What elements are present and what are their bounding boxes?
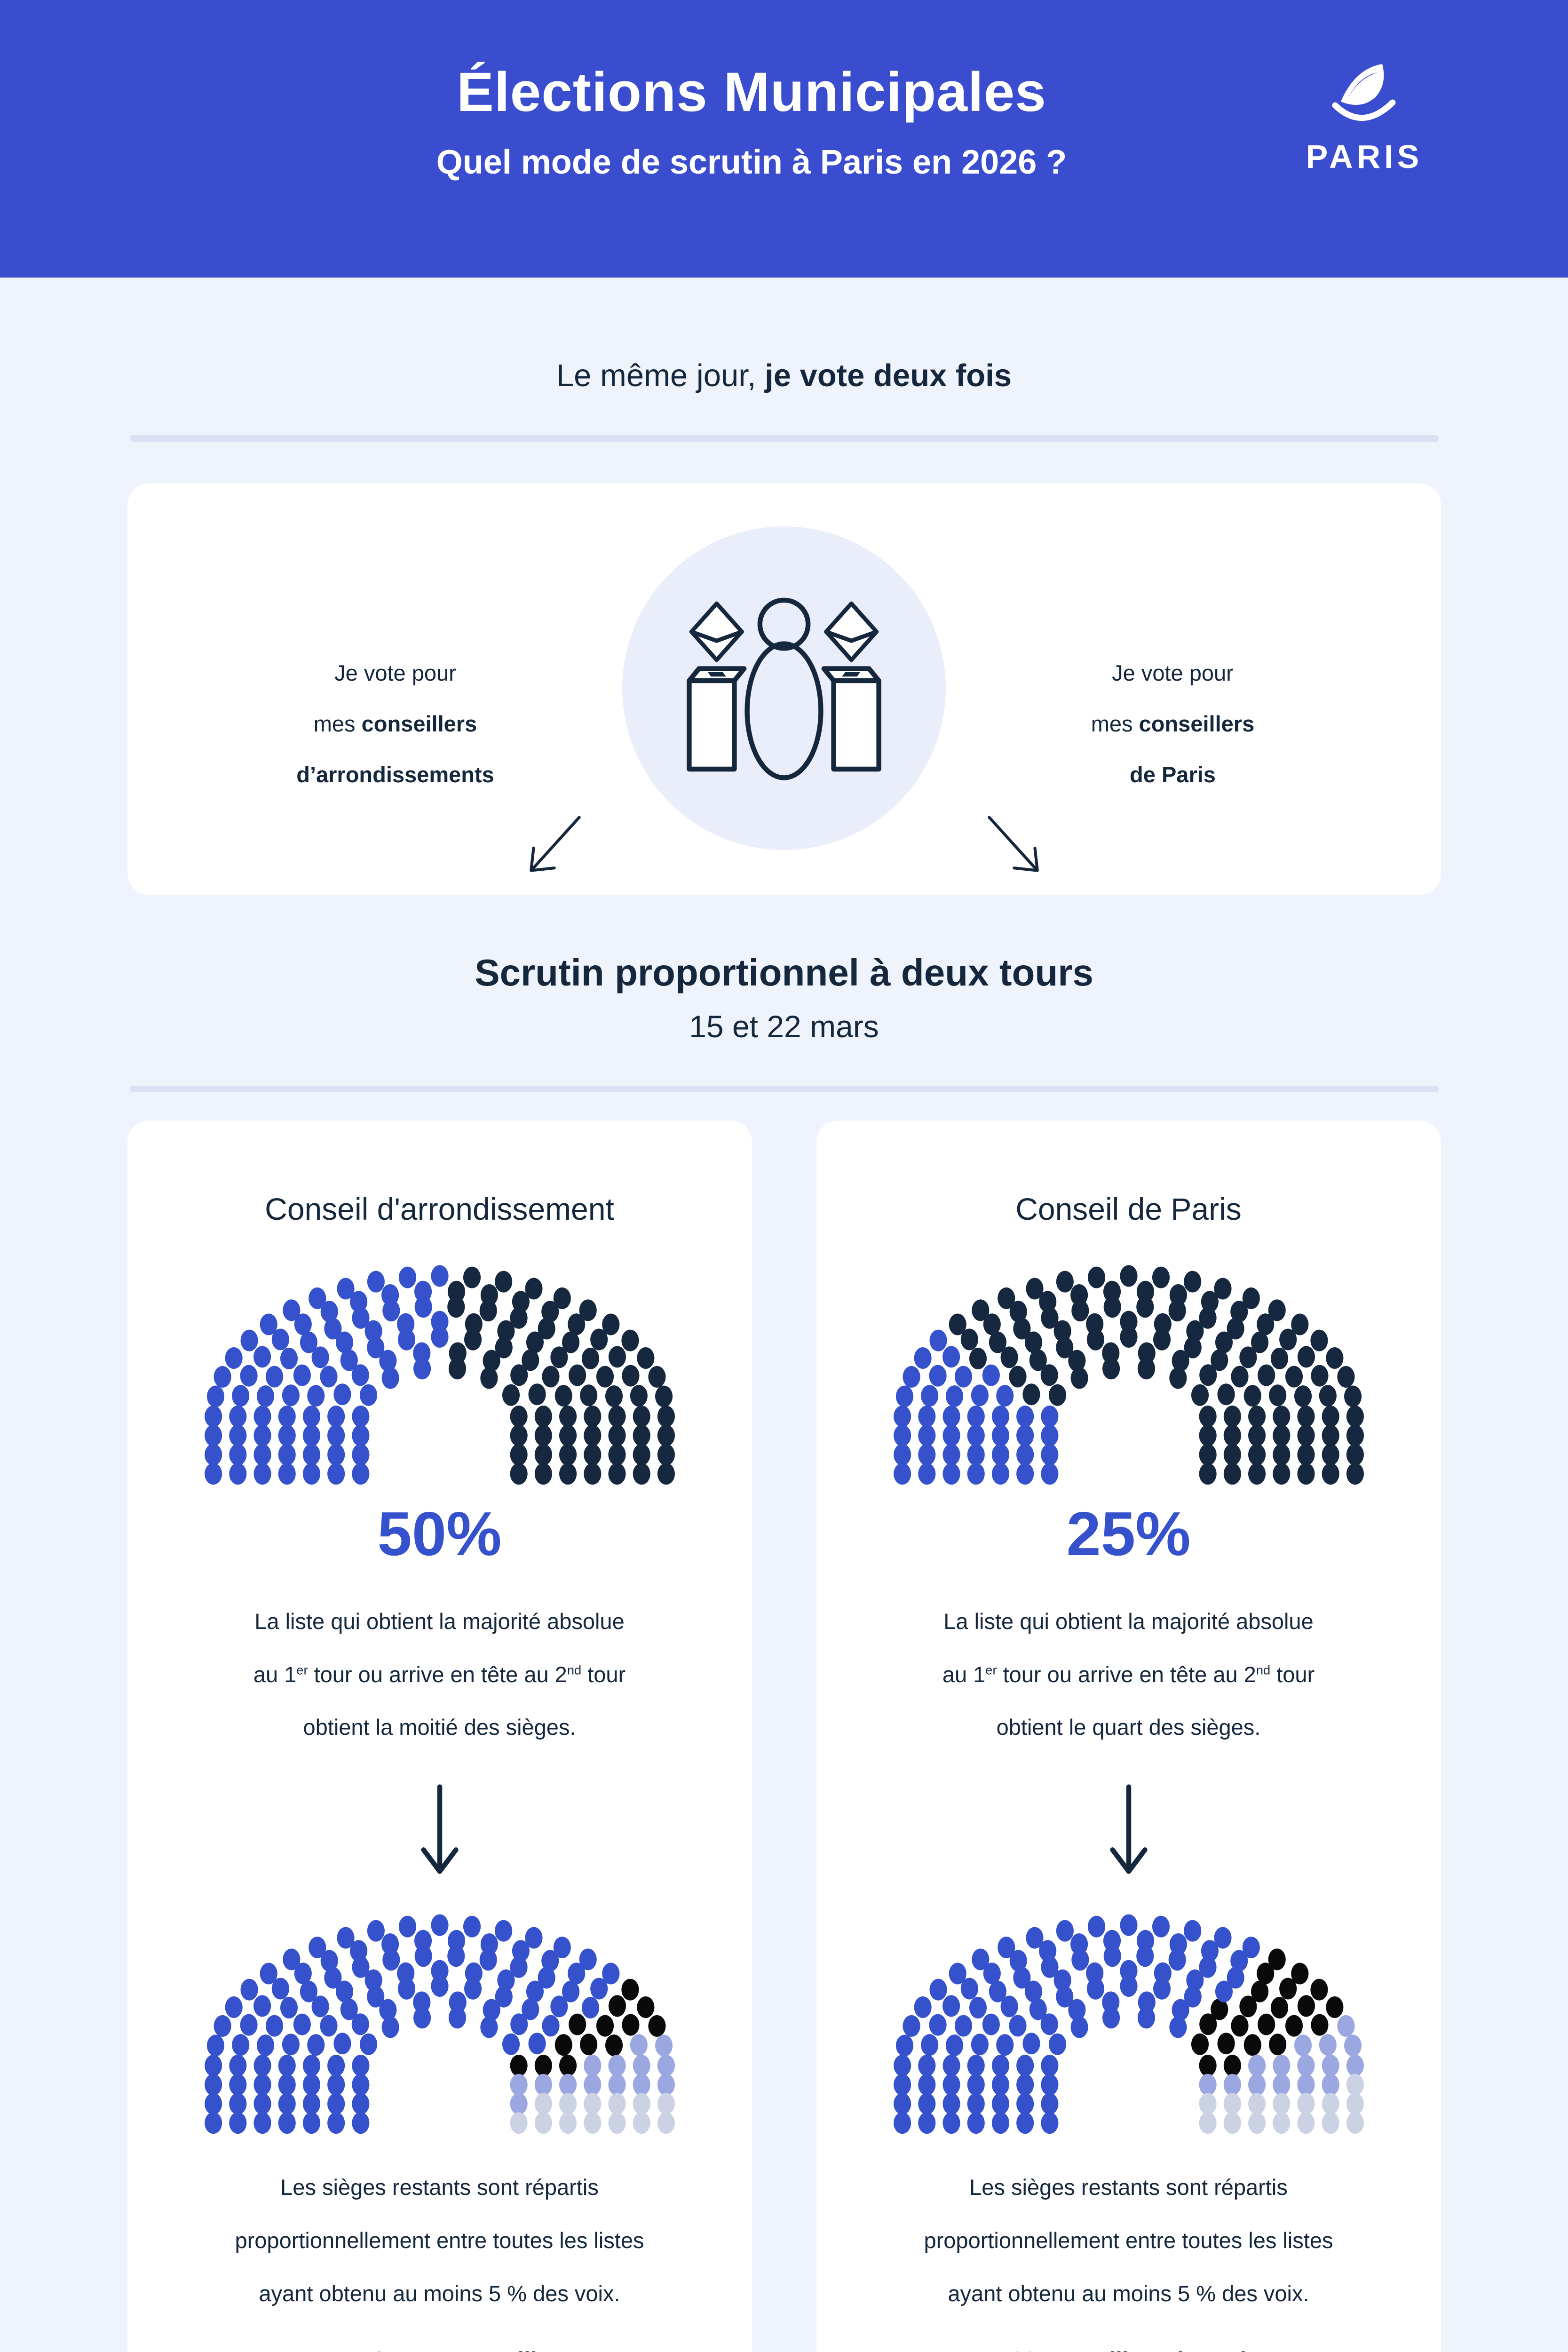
page-subtitle: Quel mode de scrutin à Paris en 2026 ? [436, 143, 1067, 181]
ballot-box-left [687, 601, 747, 772]
hemicycle-chart-majority [893, 1265, 1364, 1485]
lead-bold: je vote deux fois [765, 358, 1012, 393]
council-cards-row: Conseil d'arrondissement 50% La liste qu… [127, 1120, 1441, 2352]
hemicycle-chart-proportional [204, 1914, 675, 2134]
paris-logo: PARIS [1277, 60, 1451, 175]
arrow-down-icon [420, 1784, 459, 1874]
hemicycle-chart-majority [204, 1265, 675, 1485]
vote-left-label: Je vote pour mes conseillers d’arrondissem… [296, 660, 494, 787]
ballot-box-right [821, 601, 881, 772]
section-heading-vote-twice: Le même jour, je vote deux fois [0, 358, 1568, 394]
lead-regular: Le même jour, [556, 358, 765, 393]
remaining-description: Les sièges restants sont répartis proport… [235, 2174, 644, 2306]
card-conseil-arrondissement: Conseil d'arrondissement 50% La liste qu… [127, 1120, 752, 2352]
header-banner: Élections Municipales Quel mode de scrut… [0, 0, 1568, 278]
page-title: Élections Municipales [457, 61, 1046, 123]
paris-logo-text: PARIS [1306, 138, 1423, 175]
header-titles: Élections Municipales Quel mode de scrut… [211, 60, 1292, 182]
card-title: Conseil de Paris [1015, 1192, 1242, 1226]
ballot-illustration-circle [622, 526, 946, 850]
majority-percent: 50% [377, 1499, 502, 1568]
arrow-down-right-icon [987, 816, 1039, 872]
paris-boat-icon [1332, 64, 1396, 121]
arrow-down-icon [1109, 1784, 1148, 1874]
majority-percent: 25% [1066, 1499, 1191, 1568]
vote-right-label: Je vote pour mes conseillers de Paris [1091, 660, 1255, 787]
vote-twice-card: Je vote pour mes conseillers d’arrondissem… [127, 483, 1441, 895]
section-heading-scrutin: Scrutin proportionnel à deux tours [475, 952, 1093, 993]
scrutin-dates: 15 et 22 mars [689, 1009, 879, 1044]
arrow-down-left-icon [529, 816, 581, 872]
majority-description: La liste qui obtient la majorité absolue… [942, 1608, 1315, 1740]
divider [129, 1086, 1439, 1092]
majority-description: La liste qui obtient la majorité absolue… [253, 1608, 626, 1740]
card-title: Conseil d'arrondissement [265, 1192, 614, 1226]
ballot-boxes-icon [687, 597, 881, 780]
remaining-description: Les sièges restants sont répartis proport… [924, 2174, 1333, 2306]
divider [129, 435, 1439, 442]
council-size-fact: 163 conseillers de Paris [998, 2347, 1259, 2352]
hemicycle-chart-proportional [893, 1914, 1364, 2134]
council-size-fact: Entre 8 et 55 conseillers [308, 2347, 571, 2352]
card-conseil-de-paris: Conseil de Paris 25% La liste qui obtien… [816, 1120, 1441, 2352]
